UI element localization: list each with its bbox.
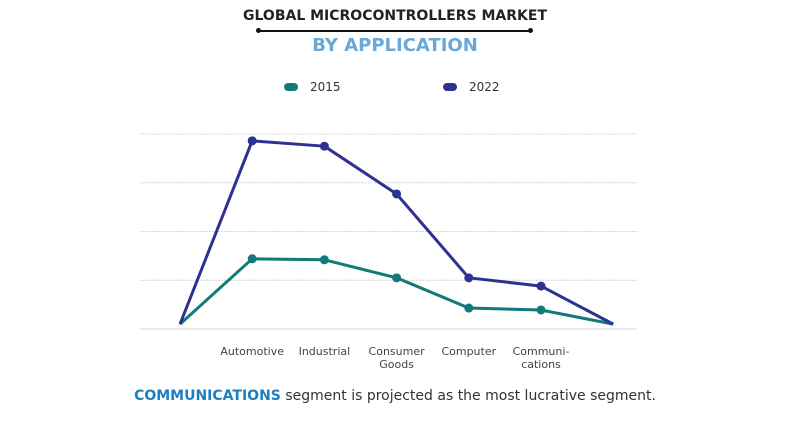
legend-swatch	[443, 83, 457, 91]
data-point-2022	[319, 141, 329, 151]
legend-swatch	[284, 83, 298, 91]
divider-dot	[256, 28, 261, 33]
data-point-2015	[464, 303, 474, 313]
data-point-2022	[464, 273, 474, 283]
data-point-2022	[392, 189, 402, 199]
footer-highlight: COMMUNICATIONS	[134, 388, 281, 404]
x-tick-label: Consumer	[369, 345, 426, 358]
legend-item-2015: 2015	[284, 80, 341, 94]
footer-note: COMMUNICATIONS segment is projected as t…	[0, 388, 790, 404]
x-tick-label: Computer	[441, 345, 496, 358]
legend-label: 2015	[310, 80, 341, 94]
title-divider	[258, 30, 530, 32]
chart-subtitle: BY APPLICATION	[312, 35, 478, 56]
data-point-2015	[536, 305, 546, 315]
divider-dot	[528, 28, 533, 33]
data-point-2022	[247, 136, 257, 146]
legend-label: 2022	[469, 80, 500, 94]
x-tick-label: Automotive	[220, 345, 284, 358]
x-tick-label: cations	[521, 358, 561, 371]
legend-item-2022: 2022	[443, 80, 500, 94]
series-line-2022	[178, 139, 614, 326]
x-tick-label: Industrial	[299, 345, 351, 358]
x-tick-label: Goods	[379, 358, 414, 371]
data-point-2022	[536, 281, 546, 291]
data-point-2015	[247, 254, 257, 264]
data-point-2015	[319, 255, 329, 265]
footer-text: segment is projected as the most lucrati…	[280, 388, 656, 404]
chart-title: GLOBAL MICROCONTROLLERS MARKET	[243, 8, 547, 24]
data-point-2015	[392, 273, 402, 283]
x-tick-label: Communi-	[513, 345, 570, 358]
